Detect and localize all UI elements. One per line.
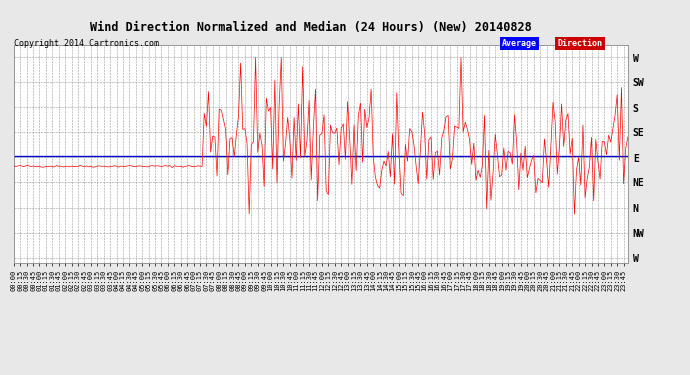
- Text: Copyright 2014 Cartronics.com: Copyright 2014 Cartronics.com: [14, 39, 159, 48]
- Text: Average: Average: [502, 39, 538, 48]
- Text: Wind Direction Normalized and Median (24 Hours) (New) 20140828: Wind Direction Normalized and Median (24…: [90, 21, 531, 34]
- Text: Direction: Direction: [558, 39, 602, 48]
